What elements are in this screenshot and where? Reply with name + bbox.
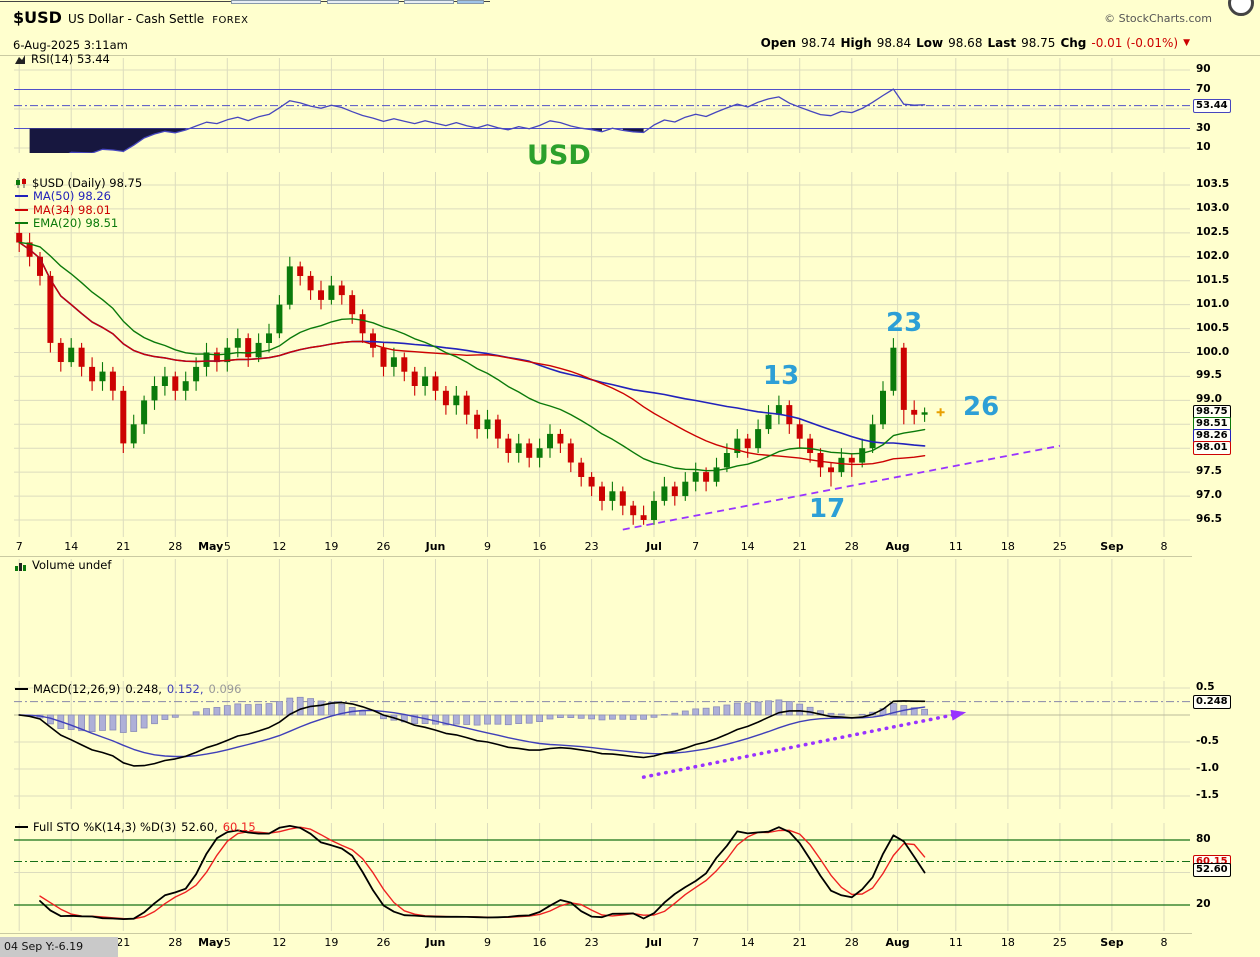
chg-label: Chg [1060,36,1087,50]
browser-artifact-circle-icon [1228,0,1254,16]
candlestick-icon [16,177,26,188]
price-legend-main: $USD (Daily) 98.75 [32,175,143,190]
copyright: © StockCharts.com [1104,12,1212,25]
annotation-13: 13 [763,361,800,391]
open-value: 98.74 [801,36,836,50]
browser-artifact-box [457,0,484,4]
annotation-usd: USD [527,140,591,171]
open-label: Open [760,36,797,50]
annotation-23: 23 [886,308,923,338]
annotation-26: 26 [963,392,1000,422]
stochastics-legend: Full STO %K(14,3) %D(3) 52.60, 60.15 [15,820,256,834]
ma34-line-icon [15,208,28,211]
macd-value-1: 0.248, [125,682,162,696]
rsi-legend: RSI(14) 53.44 [15,52,110,66]
sto-legend-text: Full STO %K(14,3) %D(3) [33,820,177,834]
browser-artifact-box [231,0,321,4]
date-range-label: 04 Sep Y:-6.19 [4,940,84,953]
macd-legend: MACD(12,26,9) 0.248, 0.152, 0.096 [15,682,241,696]
ma34-legend: MA(34) 98.01 [33,202,111,217]
browser-edge-artifacts [0,0,1260,20]
chart-header: $USD US Dollar - Cash Settle FOREX [13,8,248,27]
macd-value-2: 0.152, [166,682,204,696]
last-value: 98.75 [1021,36,1056,50]
macd-line-icon [15,688,28,690]
macd-value-3: 0.096 [208,682,242,696]
low-label: Low [916,36,944,50]
ma50-legend: MA(50) 98.26 [33,189,111,204]
last-label: Last [987,36,1017,50]
price-legend: $USD (Daily) 98.75 MA(50) 98.26 MA(34) 9… [15,176,142,230]
macd-legend-text: MACD(12,26,9) [33,682,121,696]
browser-artifact-box [404,0,454,4]
annotation-17: 17 [809,494,846,524]
volume-legend: Volume undef [15,558,111,572]
chg-down-triangle-icon: ▼ [1183,38,1190,48]
rsi-legend-text: RSI(14) 53.44 [31,52,110,66]
volume-legend-text: Volume undef [32,558,112,572]
chart-datetime: 6-Aug-2025 3:11am [13,38,128,52]
date-range-box: 04 Sep Y:-6.19 [0,937,118,957]
browser-artifact-box [327,0,399,4]
sto-value-2: 60.15 [222,820,256,834]
quote-summary: Open 98.74 High 98.84 Low 98.68 Last 98.… [761,36,1190,50]
ma50-line-icon [15,195,28,198]
ema20-line-icon [15,222,28,225]
low-value: 98.68 [948,36,983,50]
chg-value: -0.01 (-0.01%) [1091,36,1179,50]
sto-line-icon [15,826,28,828]
volume-bars-icon [15,562,26,571]
symbol-ticker: $USD [13,8,62,27]
ema20-legend: EMA(20) 98.51 [33,216,119,231]
high-value: 98.84 [876,36,912,50]
area-chart-icon [15,54,25,64]
high-label: High [840,36,872,50]
sto-value-1: 52.60, [181,820,218,834]
symbol-description: US Dollar - Cash Settle [67,12,205,26]
exchange-label: FOREX [212,15,249,26]
